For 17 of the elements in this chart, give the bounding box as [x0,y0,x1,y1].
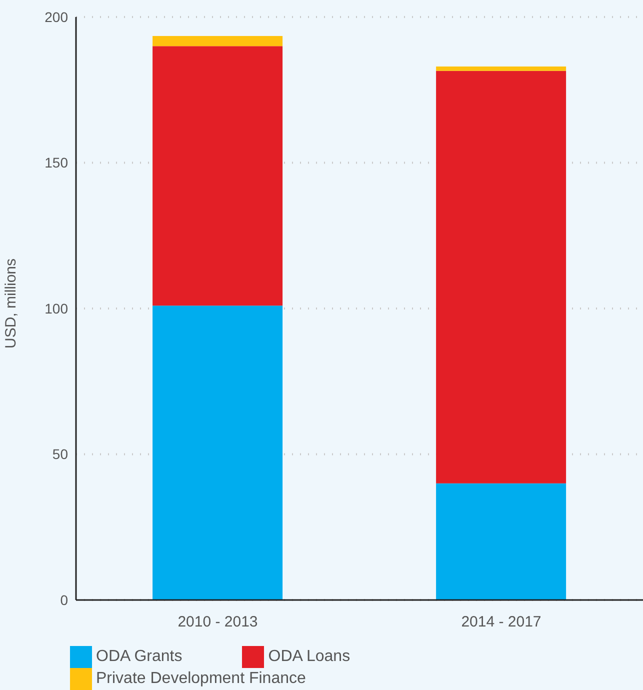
y-tick-label: 100 [44,300,68,316]
bar [152,36,283,46]
y-tick-label: 50 [52,446,68,462]
bar [152,306,283,600]
y-tick-label: 150 [44,154,68,171]
legend-label: Private Development Finance [96,670,306,688]
bar [436,66,566,71]
x-tick-label: 2014 - 2017 [461,614,542,631]
bar [436,483,566,600]
bar [436,70,566,484]
x-tick-label: 2010 - 2013 [178,614,258,631]
y-tick-label: 0 [60,592,68,608]
legend-label: ODA Loans [268,648,350,666]
y-tick-label: 200 [44,8,68,25]
bar [152,46,283,306]
legend-label: ODA Grants [96,648,182,666]
y-axis-title: USD, millions [2,258,20,348]
